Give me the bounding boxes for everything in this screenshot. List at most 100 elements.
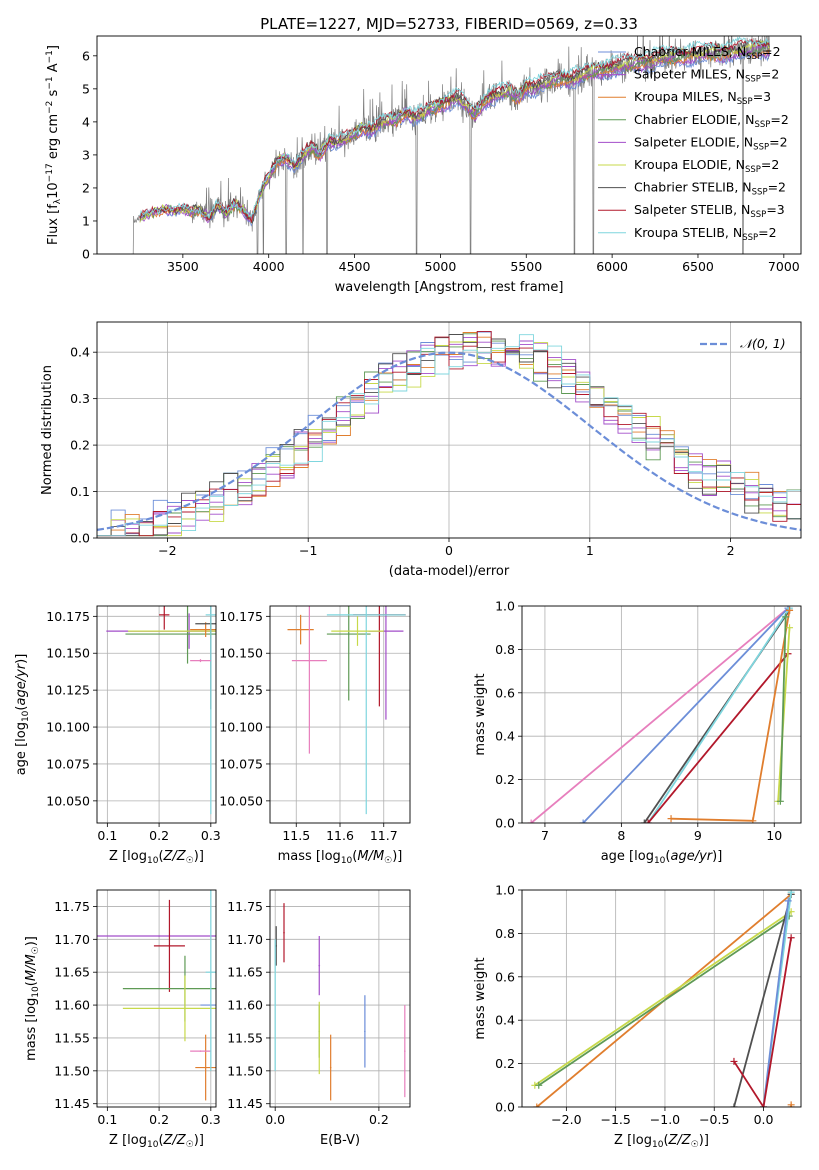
axes-frame — [521, 605, 802, 824]
y-tick-label: 0.4 — [495, 729, 515, 744]
y-tick-label: 0.8 — [495, 642, 515, 657]
data-point — [199, 1050, 202, 1052]
weight-line — [733, 894, 792, 1107]
label-part: Z [log — [109, 849, 147, 864]
label-part: −1 — [45, 50, 55, 63]
label-part: ☉ — [31, 946, 41, 954]
model-spectrum-line — [139, 38, 770, 223]
label-part: )] — [14, 654, 29, 664]
y-tick-label: 10.075 — [46, 756, 90, 771]
data-point — [356, 630, 359, 632]
x-tick-label: 0.2 — [369, 1112, 389, 1127]
y-tick-label: 11.50 — [54, 1063, 90, 1078]
label-part: Normed distribution — [40, 365, 55, 495]
legend-text: Chabrier MILES, N — [634, 44, 746, 59]
weight-marker — [730, 1057, 738, 1065]
x-tick-label: −1 — [299, 543, 317, 558]
y-tick-label: 10.100 — [46, 720, 90, 735]
y-tick-label: 11.70 — [227, 932, 263, 947]
data-point — [329, 1066, 332, 1069]
y-tick-label: 11.65 — [227, 965, 263, 980]
panel-residuals: −2 −1 0 1 2 0.0 0.1 0.2 0.3 0.4 𝒩(0, 1) (data-model… — [40, 321, 802, 579]
data-point — [274, 1004, 276, 1006]
x-axis-label: Z [log10(Z/Z☉)] — [614, 1133, 709, 1150]
data-point — [184, 1007, 186, 1010]
y-tick-label: 0.0 — [495, 1100, 515, 1115]
y-tick-label: 11.55 — [54, 1030, 90, 1045]
data-point — [308, 659, 311, 662]
x-tick-label: 5000 — [425, 259, 457, 274]
y-tick-label: 11.45 — [54, 1096, 90, 1111]
x-axis-label: (data-model)/error — [389, 564, 510, 579]
legend-sub: SSP — [750, 210, 766, 220]
weight-marker — [527, 819, 535, 823]
legend-entry: Kroupa MILES, NSSP=3 — [634, 89, 771, 107]
y-tick-label: 11.70 — [54, 932, 90, 947]
label-part: ( — [24, 981, 39, 986]
x-tick-label: 7000 — [768, 259, 800, 274]
figure-title: PLATE=1227, MJD=52733, FIBERID=0569, z=0… — [260, 15, 638, 33]
label-part: mass [log — [24, 998, 39, 1061]
legend-sub: SSP — [754, 120, 770, 130]
x-tick-label: 0.3 — [201, 1112, 221, 1127]
model-spectrum-line — [139, 41, 770, 223]
y-tick-label: 1.0 — [495, 883, 515, 898]
weight-line — [530, 607, 789, 823]
axes-frame — [96, 35, 802, 255]
weight-marker — [760, 1103, 768, 1107]
plot-area — [131, 36, 771, 254]
y-tick-label: 10.125 — [46, 683, 90, 698]
y-tick-label: 2 — [82, 180, 90, 195]
y-tick-label: 11.50 — [227, 1063, 263, 1078]
label-part: )] — [699, 1133, 709, 1148]
weight-marker — [786, 624, 794, 632]
legend-entry: Chabrier STELIB, NSSP=2 — [634, 180, 786, 198]
legend-tail: =3 — [766, 202, 784, 217]
label-part: 10 — [341, 856, 353, 866]
y-tick-label: 0.8 — [495, 926, 515, 941]
data-point — [158, 935, 160, 937]
panel-age-vs-Z: 0.1 0.2 0.3 10.050 10.075 10.100 10.125 10.150 1… — [14, 605, 221, 866]
label-part: 10 — [654, 856, 666, 866]
data-point — [365, 614, 368, 616]
weight-marker — [667, 815, 675, 823]
label-part: ( — [663, 1133, 668, 1148]
weight-marker — [787, 1101, 795, 1107]
label-part: ( — [158, 1133, 163, 1148]
label-part: Flux [f — [46, 204, 61, 245]
y-tick-label: 3 — [82, 147, 90, 162]
weight-marker — [640, 819, 648, 823]
label-part: −17 — [45, 163, 55, 182]
label-part: −1 — [45, 76, 55, 89]
x-tick-label: −2 — [158, 543, 176, 558]
label-part: Z [log — [109, 1133, 147, 1148]
x-tick-label: −2.0 — [551, 1112, 581, 1127]
label-part: )] — [194, 1133, 204, 1148]
label-part: 10 — [147, 1140, 159, 1150]
weight-marker — [730, 1103, 738, 1107]
weight-line — [538, 915, 790, 1087]
weight-line — [534, 910, 792, 1087]
y-tick-label: 11.45 — [227, 1096, 263, 1111]
label-part: ( — [158, 849, 163, 864]
y-tick-label: 10.125 — [219, 683, 263, 698]
weight-marker — [749, 817, 757, 823]
x-tick-label: 5500 — [510, 259, 542, 274]
legend-sub: SSP — [746, 52, 762, 62]
x-tick-label: 11.6 — [326, 828, 354, 843]
x-tick-label: 11.7 — [370, 828, 398, 843]
axes-frame — [521, 889, 802, 1108]
data-point — [318, 1037, 321, 1039]
plot-area — [97, 890, 216, 1107]
weight-marker — [787, 934, 795, 942]
label-part: ☉ — [691, 1140, 699, 1150]
axes-frame — [96, 321, 802, 539]
x-tick-label: 4500 — [339, 259, 371, 274]
axes-frame — [269, 889, 411, 1108]
label-part: M/M — [24, 954, 39, 981]
data-point — [210, 971, 212, 973]
x-tick-label: 10 — [766, 828, 782, 843]
y-tick-label: 0 — [82, 247, 90, 262]
gaussian-curve-line — [97, 351, 801, 531]
